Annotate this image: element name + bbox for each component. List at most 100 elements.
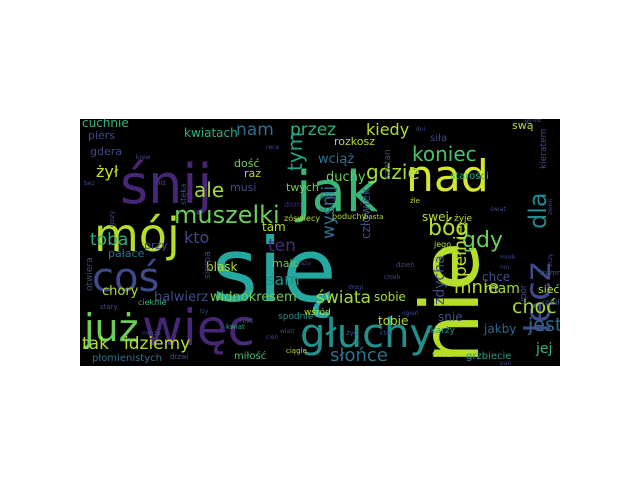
word-cloud-word: sobie — [374, 290, 406, 304]
word-cloud-word: idziemy — [124, 334, 190, 354]
word-cloud-word: przez — [290, 120, 336, 140]
word-cloud-word: sam — [266, 270, 300, 289]
word-cloud-word: dom — [284, 200, 302, 209]
word-cloud-word: ciszy — [296, 260, 311, 267]
word-cloud-word: nam — [236, 120, 274, 140]
word-cloud-word: gnie — [524, 119, 541, 124]
word-cloud-word: gdzie — [366, 160, 420, 184]
word-cloud-word: pan — [500, 360, 511, 366]
word-cloud-word: duchy — [326, 170, 366, 185]
word-cloud-word: chce — [482, 270, 510, 284]
word-cloud-word: tam — [262, 220, 286, 234]
word-cloud-word: ogień — [402, 310, 419, 317]
word-cloud-word: żyć — [346, 329, 358, 337]
word-cloud-word: sierpa — [203, 251, 213, 279]
word-cloud-word: raz — [244, 167, 261, 180]
word-cloud-word: ale — [194, 178, 224, 202]
word-cloud-word: nie — [404, 242, 497, 364]
word-cloud-word: prog — [320, 193, 336, 201]
word-cloud-word: trumnie — [540, 269, 560, 277]
word-cloud-word: śnij — [120, 153, 212, 216]
word-cloud-word: dzień — [396, 261, 415, 269]
word-cloud-word: balwierz — [154, 290, 208, 305]
word-cloud-word: swej — [422, 210, 449, 224]
word-cloud-word: kieratem — [539, 129, 549, 169]
word-cloud-word: mój — [94, 208, 180, 262]
word-cloud-word: płomienistych — [92, 353, 162, 364]
word-cloud-word: poduchy — [332, 212, 367, 221]
word-cloud-word: chory — [102, 284, 139, 299]
word-cloud-word: wciąż — [318, 152, 354, 167]
word-cloud-word: dni — [416, 126, 426, 133]
word-cloud-word: nikt — [240, 317, 253, 325]
word-cloud-word: jakby — [483, 322, 516, 336]
word-cloud-word: cień — [266, 334, 279, 341]
word-cloud-word: cieknie — [138, 298, 166, 307]
word-cloud-word: niż — [156, 179, 166, 187]
word-cloud-word: ręce — [266, 144, 279, 151]
word-cloud-word: musi — [230, 181, 256, 194]
word-cloud-word: upór — [518, 284, 529, 305]
word-cloud-word: otwiera — [85, 257, 95, 291]
word-cloud-word: twych — [286, 181, 319, 194]
word-cloud-word: bóg — [428, 216, 469, 241]
word-cloud-word: widnokresem — [210, 290, 297, 305]
word-cloud-word: rozkosz — [334, 135, 375, 148]
word-cloud-word: przy — [144, 239, 168, 252]
word-cloud-word: kwiat — [226, 323, 245, 331]
word-cloud-word: sen — [238, 340, 249, 347]
word-cloud-word: ten — [268, 236, 296, 256]
word-cloud-word: zóswiecy — [284, 213, 320, 223]
word-cloud-word: ona — [432, 347, 452, 360]
word-cloud-word: łzy — [200, 308, 209, 315]
word-cloud-word: żyje — [454, 214, 473, 224]
word-cloud-word: wśród — [304, 307, 331, 318]
word-cloud-word: ziemi — [547, 199, 554, 215]
word-cloud-word: coś — [92, 255, 159, 301]
word-cloud-word: mało — [272, 257, 300, 270]
word-cloud-word: oczy — [547, 253, 554, 267]
word-cloud-word: spodnie — [278, 312, 314, 322]
word-cloud-word: blask — [206, 260, 238, 274]
word-cloud-word: piers — [88, 129, 115, 142]
word-cloud-word: gdy — [462, 228, 503, 253]
word-cloud-word: miłość — [234, 350, 266, 362]
word-cloud-word: lecz — [518, 262, 559, 333]
word-cloud-word: świata — [316, 288, 371, 308]
word-cloud-word: tak — [82, 334, 109, 354]
word-cloud-word: jej — [535, 341, 552, 357]
word-cloud-word: sieć — [538, 283, 560, 296]
word-cloud-word: gdera — [90, 145, 122, 158]
word-cloud-word: grzbiecie — [466, 351, 511, 362]
word-cloud-word: głuchy — [300, 311, 433, 357]
word-cloud-word: jest — [527, 314, 560, 336]
word-cloud-word: tobie — [378, 314, 408, 328]
word-cloud-word: tym — [283, 132, 307, 171]
word-cloud-word: stary — [100, 303, 118, 311]
word-cloud-word: muszelki — [174, 201, 280, 229]
word-cloud-word: stęka — [179, 183, 188, 205]
word-cloud-word: basta — [364, 213, 383, 221]
word-cloud-word: kiedy — [366, 120, 409, 139]
word-cloud-word: źle — [410, 197, 420, 205]
word-cloud-word: mnie — [454, 277, 499, 298]
word-cloud-word: morze — [142, 330, 161, 337]
word-cloud-word: noc — [500, 264, 511, 271]
word-cloud-word: nad — [406, 151, 489, 202]
word-cloud-word: dla — [524, 192, 552, 229]
word-cloud-word: pełnie — [451, 225, 471, 277]
word-cloud-word: wyśnij — [319, 186, 339, 239]
word-cloud-word: jego — [433, 240, 451, 249]
word-cloud-word: ktoś — [380, 330, 393, 337]
word-cloud-word: się — [212, 219, 336, 322]
word-cloud-word: snie — [438, 310, 463, 324]
word-cloud-word: już — [83, 306, 139, 350]
word-cloud-word: toba — [90, 230, 128, 250]
word-cloud-word: drzwi — [170, 353, 189, 361]
word-cloud-word: bez — [84, 180, 95, 187]
word-cloud-word: więc — [142, 299, 255, 357]
word-cloud-word: gozy — [108, 210, 116, 227]
word-cloud-word: jak — [294, 160, 379, 225]
word-cloud-word: siła — [430, 133, 447, 144]
